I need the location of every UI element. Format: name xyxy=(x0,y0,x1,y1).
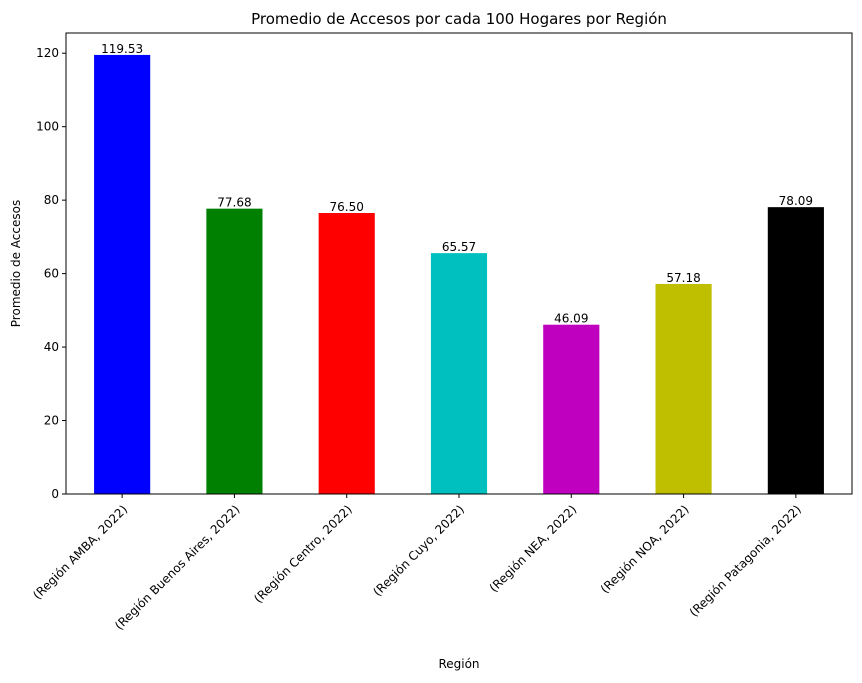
bar-1 xyxy=(206,208,263,494)
x-tick-label-0: (Región AMBA, 2022) xyxy=(30,502,130,602)
bar-6 xyxy=(767,207,824,494)
bar-4 xyxy=(543,324,600,494)
x-tick-label-1: (Región Buenos Aires, 2022) xyxy=(112,502,242,632)
y-tick-label-2: 40 xyxy=(44,340,59,354)
x-axis: (Región AMBA, 2022)(Región Buenos Aires,… xyxy=(30,494,804,633)
x-tick-label-4: (Región NEA, 2022) xyxy=(487,502,580,595)
x-tick-label-5: (Región NOA, 2022) xyxy=(598,502,692,596)
x-tick-label-2: (Región Centro, 2022) xyxy=(251,502,355,606)
bars-layer xyxy=(94,54,824,495)
data-label-0: 119.53 xyxy=(101,42,143,56)
y-tick-label-1: 20 xyxy=(44,414,59,428)
x-tick-label-3: (Región Cuyo, 2022) xyxy=(370,502,467,599)
y-tick-label-3: 60 xyxy=(44,267,59,281)
y-tick-label-6: 120 xyxy=(36,46,59,60)
data-label-2: 76.50 xyxy=(330,200,364,214)
x-axis-label: Región xyxy=(438,657,479,671)
y-tick-label-5: 100 xyxy=(36,120,59,134)
y-tick-label-0: 0 xyxy=(51,487,59,501)
chart-title: Promedio de Accesos por cada 100 Hogares… xyxy=(251,10,667,28)
data-label-4: 46.09 xyxy=(554,312,588,326)
bar-2 xyxy=(318,212,375,494)
y-axis-label: Promedio de Accesos xyxy=(9,200,23,327)
plot-frame xyxy=(65,32,853,495)
data-label-3: 65.57 xyxy=(442,240,476,254)
y-axis: 0 20 40 60 80 100 120 xyxy=(36,46,66,501)
data-label-6: 78.09 xyxy=(779,194,813,208)
data-labels-layer: 119.53 77.68 76.50 65.57 46.09 57.18 78.09 xyxy=(101,42,813,326)
bar-0 xyxy=(94,54,151,495)
data-label-1: 77.68 xyxy=(217,196,251,210)
y-tick-label-4: 80 xyxy=(44,193,59,207)
bar-5 xyxy=(655,283,712,494)
data-label-5: 57.18 xyxy=(666,271,700,285)
bar-3 xyxy=(430,253,488,494)
x-tick-label-6: (Región Patagonia, 2022) xyxy=(687,502,804,619)
